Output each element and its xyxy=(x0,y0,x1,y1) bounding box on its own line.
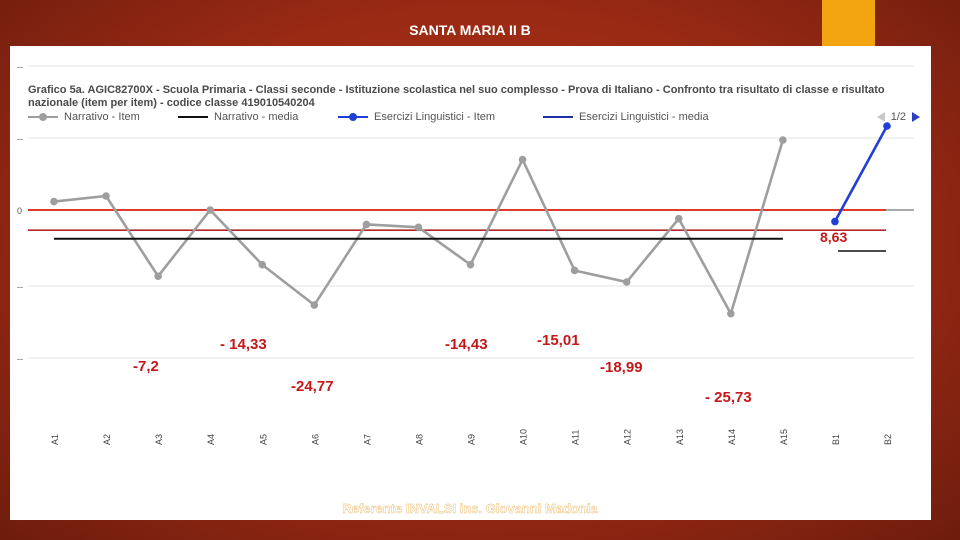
x-tick-label: A1 xyxy=(50,434,60,445)
chart-title: Grafico 5a. AGIC82700X - Scuola Primaria… xyxy=(28,84,885,109)
x-tick-label: B2 xyxy=(883,434,893,445)
data-point xyxy=(154,272,162,281)
slide-title: SANTA MARIA II B xyxy=(409,22,531,38)
x-tick-label: B1 xyxy=(831,434,841,445)
legend-item-esercizi-item[interactable]: Esercizi Linguistici - Item xyxy=(338,111,495,123)
data-point xyxy=(674,214,683,223)
x-tick-label: A5 xyxy=(258,434,268,445)
legend-label: Narrativo - media xyxy=(214,111,299,123)
data-point xyxy=(310,301,319,309)
legend-item-narrativo-media[interactable]: Narrativo - media xyxy=(178,111,298,123)
data-point xyxy=(518,155,527,164)
y-tick-label: 0 xyxy=(17,206,22,216)
x-tick-label: A4 xyxy=(206,434,216,445)
data-point xyxy=(727,309,735,318)
x-tick-label: A15 xyxy=(779,429,789,445)
data-point xyxy=(102,192,110,200)
x-tick-label: A14 xyxy=(727,429,737,445)
legend-swatch-narrativo-media xyxy=(178,116,208,118)
legend-label: Narrativo - Item xyxy=(64,111,140,123)
footer-credit: Referente INVALSI ins. Giovanni Madonia xyxy=(342,501,598,516)
data-point xyxy=(570,266,579,275)
data-annotation: -18,99 xyxy=(600,359,643,376)
x-tick-label: A8 xyxy=(414,434,424,445)
x-tick-label: A13 xyxy=(675,429,685,445)
x-tick-label: A6 xyxy=(310,434,320,445)
legend-item-esercizi-media[interactable]: Esercizi Linguistici - media xyxy=(543,111,709,123)
data-point xyxy=(206,206,214,214)
data-point xyxy=(258,260,267,269)
data-annotation: -14,43 xyxy=(445,336,488,353)
data-annotation: - 14,33 xyxy=(220,336,267,353)
accent-bar xyxy=(822,0,875,48)
data-point xyxy=(622,278,631,286)
data-point xyxy=(50,197,58,206)
y-tick-label: -- xyxy=(17,354,23,364)
data-point xyxy=(831,217,839,226)
x-tick-label: A10 xyxy=(519,429,529,445)
previous-page-icon[interactable] xyxy=(876,112,885,122)
series-line xyxy=(833,125,889,223)
x-tick-label: A7 xyxy=(362,434,372,445)
x-tick-label: A2 xyxy=(102,434,112,445)
data-point xyxy=(883,122,891,130)
data-point xyxy=(779,136,787,144)
x-tick-label: A9 xyxy=(467,434,477,445)
x-tick-label: A12 xyxy=(623,429,633,445)
chart-panel: Grafico 5a. AGIC82700X - Scuola Primaria… xyxy=(10,46,931,520)
legend-label: Esercizi Linguistici - media xyxy=(579,111,709,123)
data-annotation: -24,77 xyxy=(291,378,334,395)
y-tick-label: -- xyxy=(17,62,23,72)
legend-swatch-esercizi-item xyxy=(338,113,368,121)
data-annotation: -7,2 xyxy=(133,358,159,375)
data-annotation: 8,63 xyxy=(820,229,847,245)
y-tick-label: -- xyxy=(17,134,23,144)
data-point xyxy=(414,223,423,232)
next-page-icon[interactable] xyxy=(912,112,920,122)
chart-legend: Narrativo - Item Narrativo - media Eserc… xyxy=(28,111,928,127)
x-tick-label: A11 xyxy=(571,430,581,445)
data-point xyxy=(362,220,371,229)
data-annotation: - 25,73 xyxy=(705,389,752,406)
y-tick-label: -- xyxy=(17,282,23,292)
pager-label: 1/2 xyxy=(890,111,906,123)
legend-swatch-narrativo-item xyxy=(28,113,58,121)
x-tick-label: A3 xyxy=(154,434,164,445)
data-point xyxy=(466,260,475,269)
legend-pager: 1/2 xyxy=(876,111,920,123)
legend-swatch-esercizi-media xyxy=(543,116,573,118)
chart-plot: -- -- 0 -- -- A1 A2 A3 A4 A5 A6 A7 A8 A9 A10 A11 A12 A13 A… xyxy=(17,62,914,445)
legend-item-narrativo-item[interactable]: Narrativo - Item xyxy=(28,111,140,123)
data-annotation: -15,01 xyxy=(537,332,580,349)
legend-label: Esercizi Linguistici - Item xyxy=(374,111,496,123)
